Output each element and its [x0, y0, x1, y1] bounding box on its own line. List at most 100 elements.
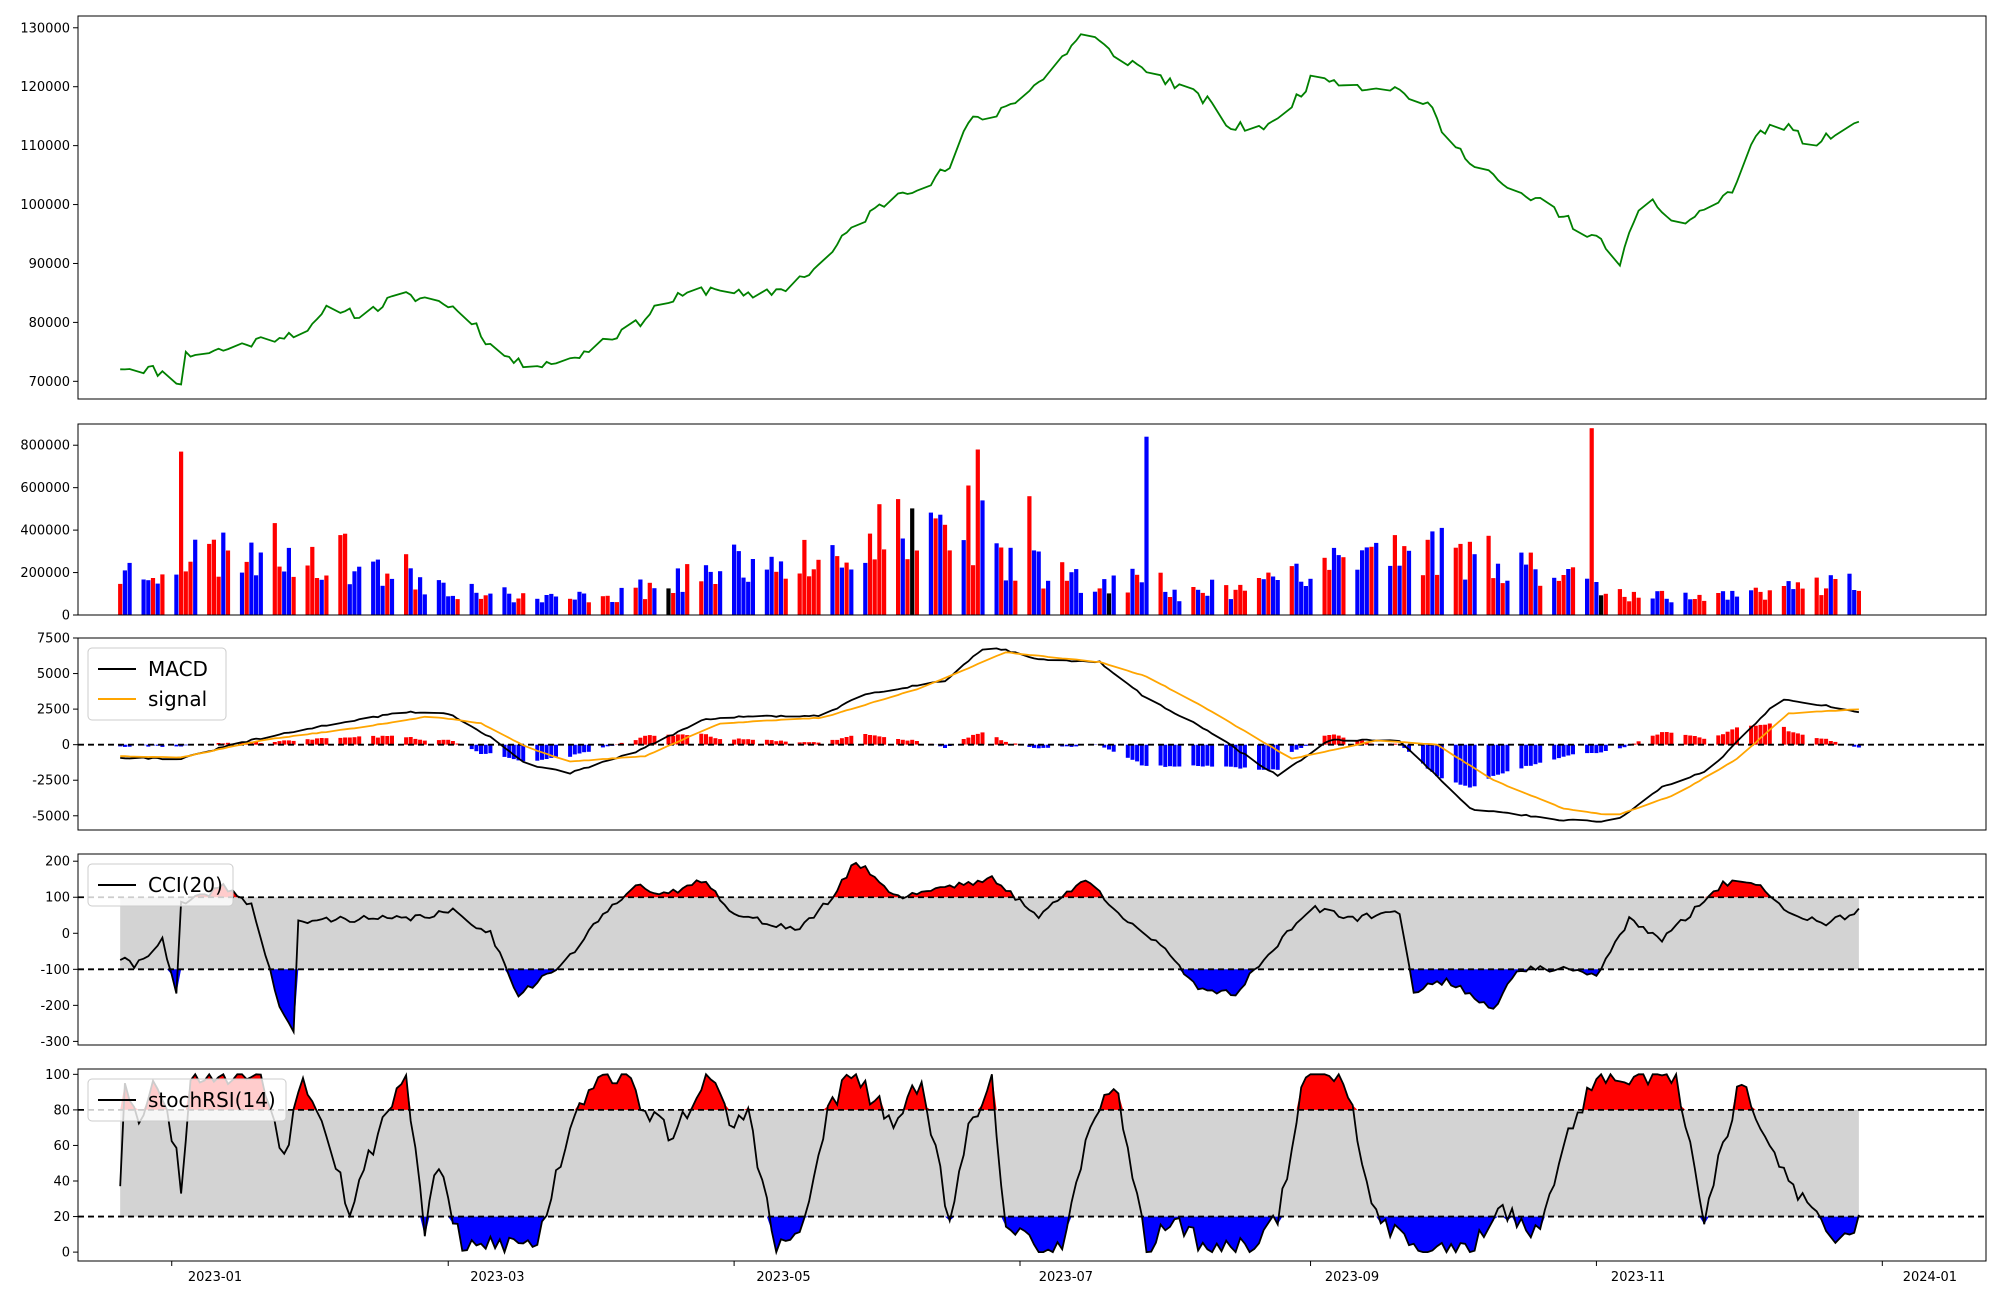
- macd-histogram-bar: [1528, 744, 1533, 766]
- macd-histogram-bar: [315, 738, 319, 745]
- macd-histogram-bar: [666, 734, 671, 745]
- volume-bar: [239, 572, 245, 615]
- legend-layer: MACD signal CCI(20) stochRSI(14): [87, 647, 287, 1122]
- macd-histogram-bar: [1294, 744, 1299, 750]
- volume-bar: [179, 451, 184, 615]
- macd-histogram-bar: [1594, 744, 1599, 754]
- volume-bar: [1435, 574, 1440, 615]
- y-tick-label: 80: [53, 1103, 70, 1118]
- macd-histogram-bar: [586, 744, 591, 752]
- volume-bar: [118, 583, 123, 615]
- macd-histogram-bar: [474, 744, 479, 752]
- macd-histogram-bar: [1636, 741, 1641, 745]
- macd-histogram-bar: [179, 744, 184, 747]
- volume-bar: [511, 602, 516, 615]
- macd-histogram-bar: [1519, 744, 1524, 769]
- macd-histogram-bar: [1566, 744, 1571, 756]
- volume-bar: [975, 449, 980, 615]
- volume-bar: [807, 576, 812, 615]
- macd-histogram-bar: [1561, 744, 1566, 757]
- volume-bar: [713, 584, 718, 615]
- macd-histogram-bar: [380, 735, 385, 745]
- volume-bar: [404, 554, 409, 615]
- volume-bar: [1392, 535, 1397, 615]
- macd-histogram-bar: [896, 739, 901, 745]
- macd-histogram-bar: [1589, 744, 1594, 753]
- macd-histogram-bar: [343, 737, 348, 745]
- macd-histogram-bar: [1177, 744, 1182, 767]
- macd-histogram-bar: [155, 744, 160, 746]
- volume-bar: [188, 561, 193, 615]
- macd-histogram-bar: [1130, 744, 1135, 760]
- macd-histogram-bar: [1233, 744, 1238, 768]
- volume-bar: [1172, 589, 1177, 615]
- volume-bar: [1060, 562, 1065, 615]
- macd-histogram-bar: [1603, 744, 1608, 751]
- macd-histogram-bar: [764, 739, 769, 745]
- macd-histogram-bar: [779, 740, 783, 745]
- macd-histogram-bar: [1749, 725, 1754, 745]
- macd-histogram-bar: [441, 739, 446, 745]
- volume-bar: [174, 574, 179, 615]
- macd-histogram-bar: [994, 737, 999, 745]
- macd-histogram-bar: [1242, 744, 1247, 768]
- x-tick-label: 2023-11: [1611, 1270, 1665, 1285]
- macd-histogram-bar: [1327, 735, 1332, 745]
- macd-histogram-bar: [1716, 735, 1721, 745]
- volume-bar: [1163, 591, 1168, 615]
- volume-bar: [1299, 581, 1304, 615]
- volume-bar: [291, 576, 296, 615]
- volume-bar: [1692, 599, 1697, 615]
- volume-bar: [216, 576, 221, 615]
- volume-bar: [1360, 550, 1365, 615]
- volume-bar: [582, 593, 587, 615]
- y-tick-label: 130000: [20, 21, 70, 36]
- volume-bar: [1046, 580, 1051, 615]
- volume-bar: [1191, 587, 1196, 615]
- macd-histogram-bar: [732, 739, 737, 745]
- stochrsi-line: [119, 1071, 1860, 1256]
- volume-bar: [549, 593, 554, 615]
- y-tick-label: 0: [62, 927, 70, 942]
- macd-histogram-bar: [272, 742, 277, 745]
- macd-histogram-bar: [863, 734, 868, 745]
- volume-bar: [971, 565, 976, 615]
- macd-histogram-bar: [1664, 732, 1669, 745]
- volume-bar: [1008, 547, 1013, 615]
- panel-0-frame: [77, 15, 1987, 400]
- volume-bar: [244, 561, 249, 615]
- macd-histogram-bar: [352, 737, 357, 745]
- volume-bar: [1467, 541, 1472, 615]
- y-tick-label: 400000: [20, 524, 70, 539]
- macd-histogram-bar: [469, 744, 474, 750]
- volume-bar: [1655, 591, 1660, 615]
- macd-histogram-bar: [1781, 726, 1786, 745]
- volume-bar: [478, 598, 484, 615]
- macd-histogram-bar: [980, 732, 985, 745]
- x-tick-label: 2023-09: [1325, 1270, 1379, 1285]
- macd-histogram-bar: [1074, 744, 1079, 747]
- macd-histogram-bar: [254, 741, 259, 745]
- y-tick-label: 200: [45, 855, 70, 870]
- macd-histogram-bar: [1238, 744, 1243, 769]
- volume-bar: [877, 504, 882, 615]
- y-tick-label: 20: [53, 1210, 70, 1225]
- macd-histogram-bar: [1360, 740, 1365, 745]
- macd-histogram-bar: [568, 744, 573, 757]
- macd-histogram-bar: [1725, 731, 1730, 745]
- y-tick-label: -2500: [32, 774, 70, 789]
- macd-histogram-bar: [600, 744, 605, 748]
- oversold-fill: [120, 1216, 1859, 1253]
- macd-histogram-bar: [1472, 744, 1477, 787]
- volume-bar: [1491, 578, 1496, 615]
- volume-bar: [1847, 573, 1852, 615]
- macd-histogram-bar: [1599, 744, 1604, 753]
- macd-histogram-bar: [1355, 740, 1360, 745]
- macd-histogram-bar: [1060, 744, 1065, 747]
- volume-bar: [1322, 557, 1327, 615]
- volume-bar: [1453, 547, 1458, 615]
- macd-histogram-bar: [455, 743, 460, 745]
- macd-histogram-bar: [1013, 743, 1018, 745]
- macd-histogram-bar: [572, 744, 577, 755]
- y-tick-label: -100: [40, 963, 70, 978]
